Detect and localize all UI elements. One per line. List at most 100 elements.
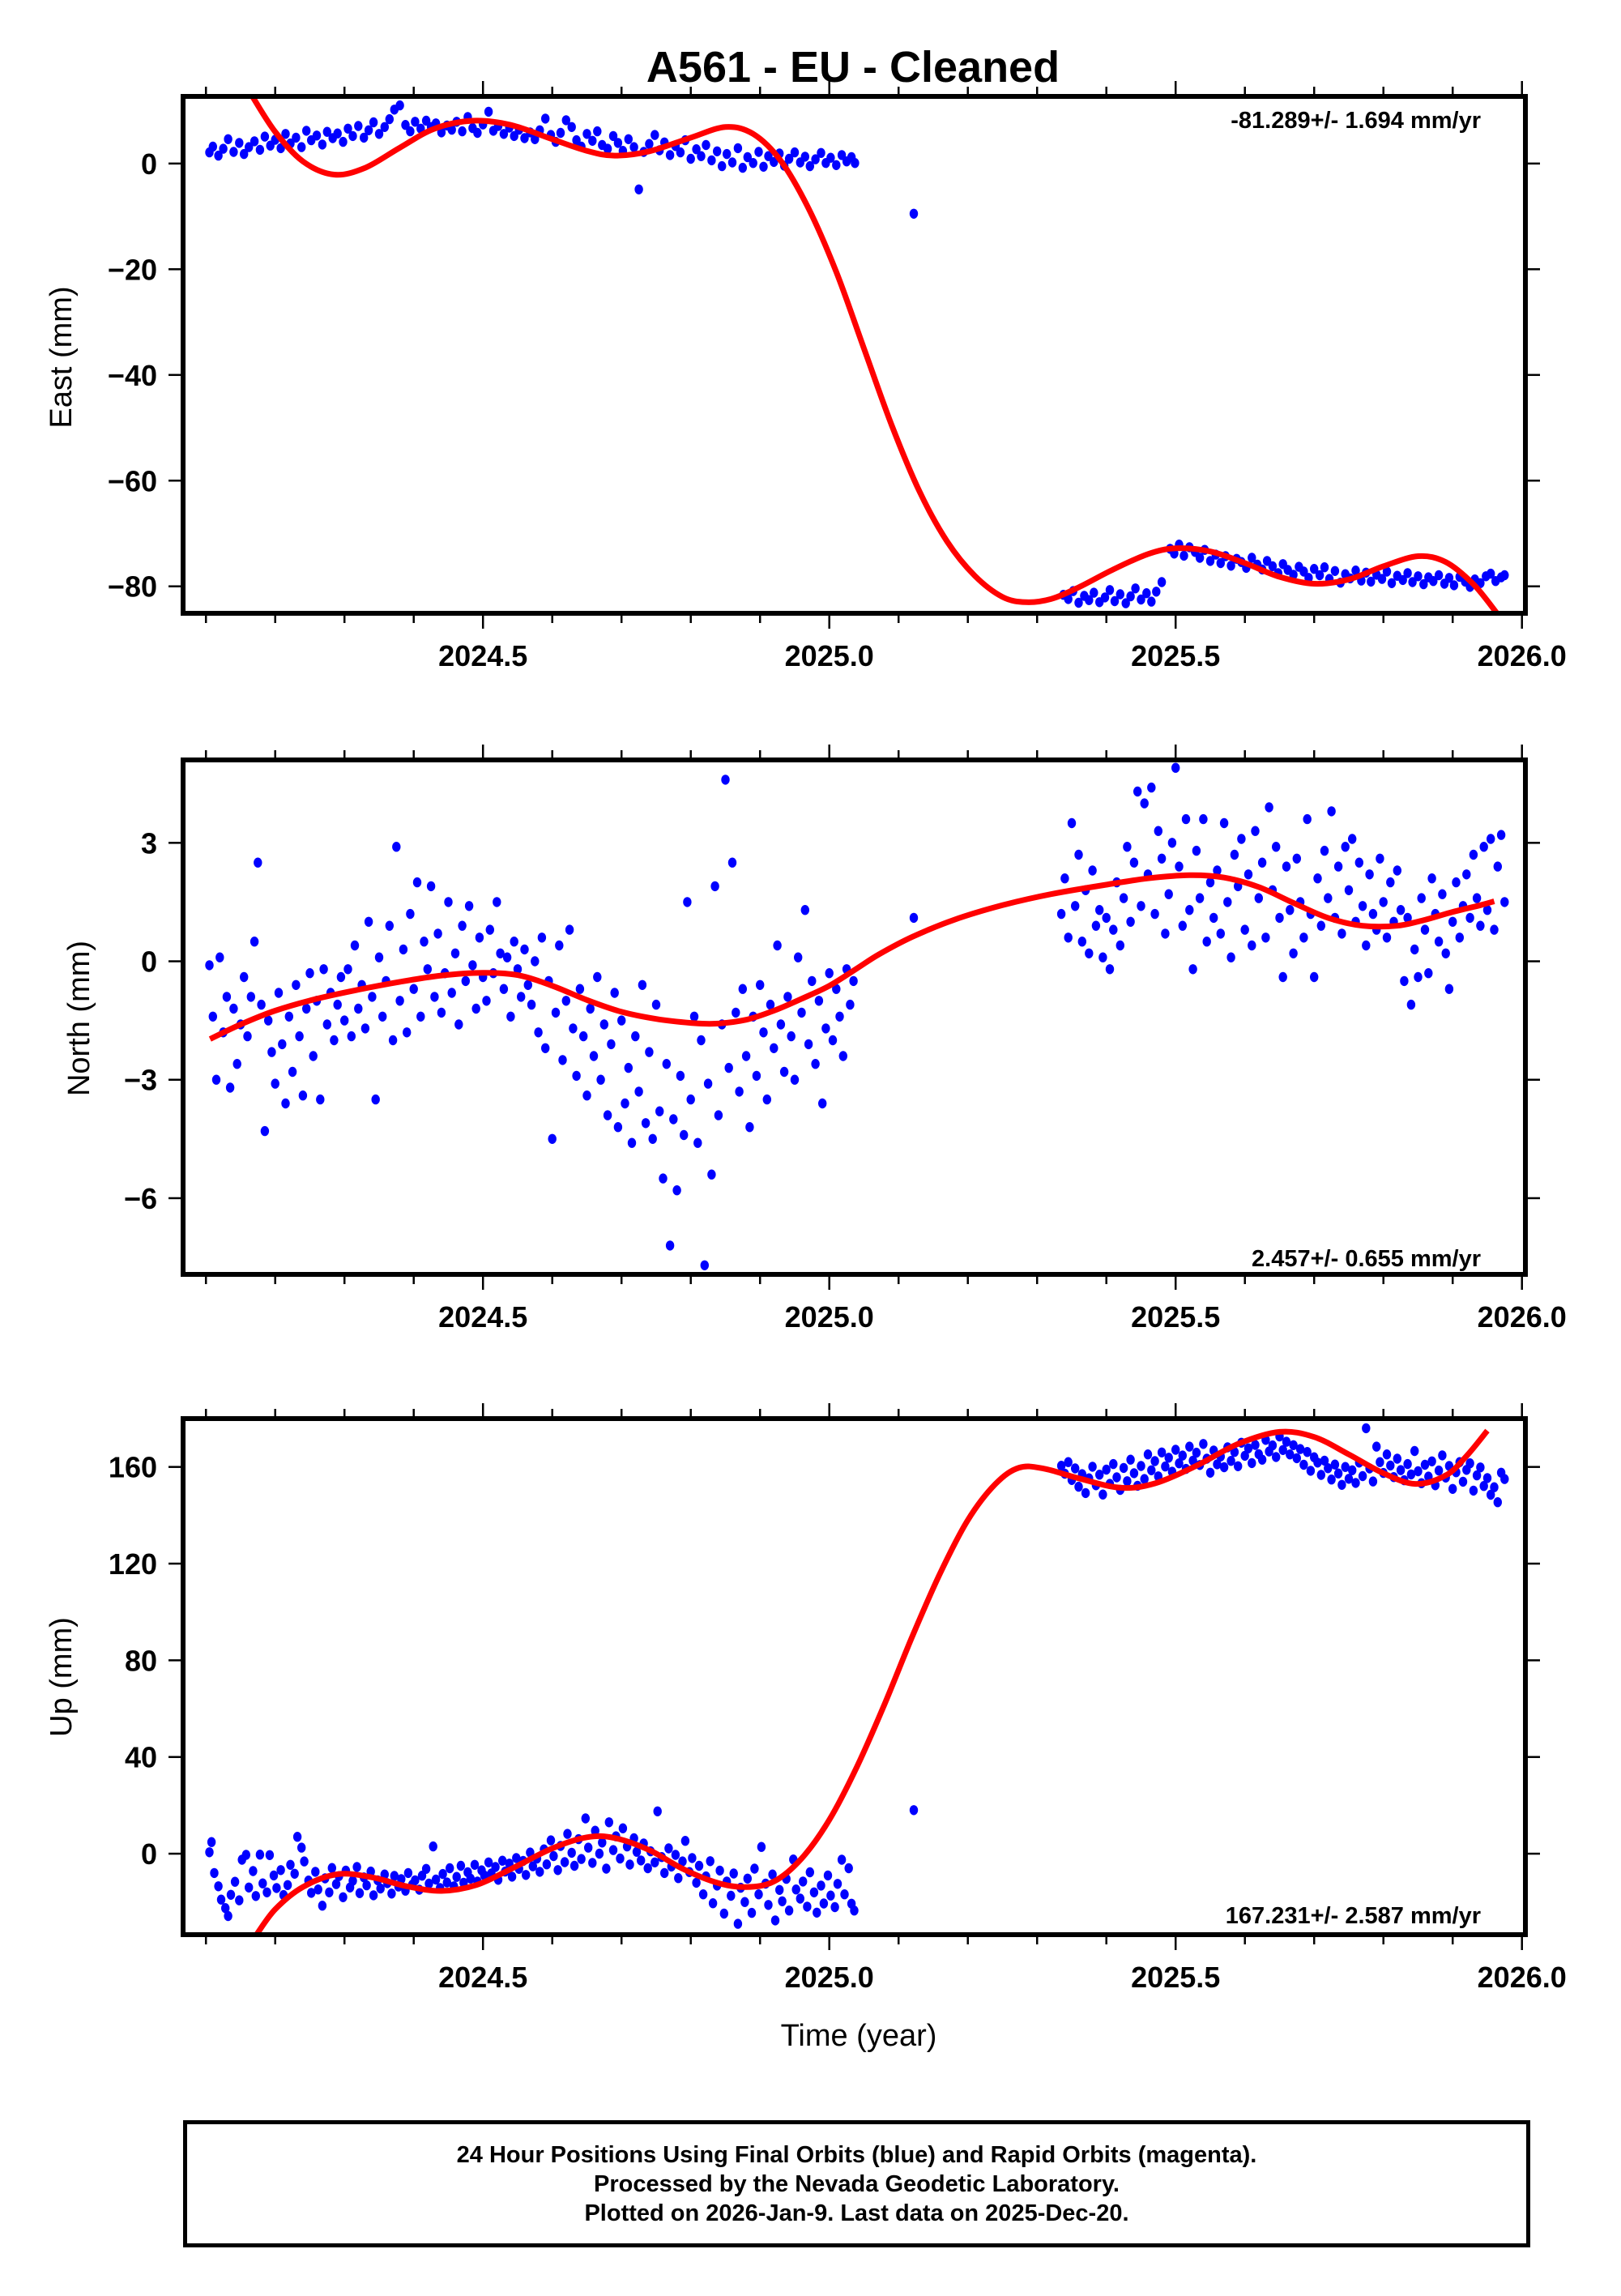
- east-data-point: [707, 155, 716, 166]
- north-data-point: [333, 999, 342, 1010]
- east-data-point: [692, 144, 701, 155]
- up-data-point: [799, 1876, 808, 1887]
- north-data-point: [1133, 786, 1142, 797]
- east-data-point: [1121, 598, 1130, 608]
- north-data-point: [423, 964, 432, 975]
- east-data-point: [374, 129, 384, 139]
- north-data-point: [672, 1185, 681, 1196]
- north-data-point: [302, 1003, 311, 1014]
- north-data-point: [779, 1066, 789, 1078]
- north-data-point: [818, 1098, 827, 1109]
- north-data-point: [1102, 912, 1111, 924]
- north-data-point: [336, 971, 346, 983]
- east-plot-area: [205, 96, 1509, 613]
- up-data-point: [1188, 1455, 1197, 1466]
- north-data-point: [561, 996, 570, 1006]
- east-data-point: [1299, 566, 1308, 577]
- north-data-point: [388, 1035, 398, 1046]
- east-data-point: [292, 132, 301, 143]
- up-data-point: [1243, 1443, 1253, 1453]
- up-data-point: [581, 1813, 590, 1824]
- up-data-point: [331, 1879, 341, 1889]
- east-data-point: [851, 158, 860, 169]
- east-data-point: [1147, 596, 1156, 607]
- east-data-point: [354, 121, 363, 131]
- north-data-point: [322, 1019, 331, 1030]
- north-data-point: [1406, 999, 1416, 1010]
- north-data-point: [493, 897, 501, 907]
- north-data-point: [1472, 893, 1482, 903]
- north-data-point: [794, 952, 803, 962]
- up-data-point: [692, 1877, 701, 1888]
- east-data-point: [811, 154, 820, 164]
- up-data-point: [1289, 1440, 1298, 1451]
- east-data-point: [318, 139, 327, 150]
- north-data-point: [555, 940, 564, 951]
- up-data-point: [1410, 1445, 1419, 1457]
- up-data-point: [1123, 1476, 1132, 1487]
- north-data-point: [638, 979, 647, 991]
- east-data-point: [401, 120, 410, 130]
- up-data-point: [1292, 1453, 1302, 1464]
- up-data-point: [1420, 1459, 1430, 1470]
- east-data-point: [832, 160, 841, 170]
- east-data-point: [686, 153, 695, 164]
- north-data-point: [1202, 937, 1211, 947]
- north-data-point: [395, 996, 404, 1006]
- north-data-point: [1205, 877, 1215, 888]
- north-data-point: [1226, 952, 1235, 962]
- up-data-point: [1396, 1465, 1406, 1475]
- east-data-point: [572, 134, 581, 146]
- north-data-point: [776, 1019, 786, 1030]
- north-data-point: [271, 1078, 279, 1089]
- up-data-point: [1286, 1449, 1295, 1460]
- north-data-point: [485, 924, 494, 935]
- east-data-point: [421, 115, 431, 126]
- up-data-point: [1333, 1468, 1343, 1479]
- east-data-point: [1090, 587, 1098, 598]
- up-data-point: [694, 1860, 704, 1871]
- up-data-point: [1164, 1453, 1173, 1463]
- east-data-point: [665, 150, 675, 160]
- up-data-point: [560, 1857, 569, 1867]
- up-data-point: [1147, 1465, 1156, 1476]
- north-data-point: [409, 984, 418, 994]
- east-data-point: [1330, 565, 1340, 576]
- up-data-point: [1157, 1447, 1167, 1458]
- up-data-point: [1313, 1457, 1322, 1468]
- up-data-point: [542, 1859, 552, 1870]
- up-data-point: [216, 1894, 226, 1905]
- north-y-tick-label: 0: [141, 945, 157, 979]
- north-data-point: [1324, 893, 1333, 903]
- north-data-point: [680, 1129, 689, 1141]
- north-data-point: [613, 1122, 623, 1133]
- east-data-point: [582, 129, 591, 139]
- up-data-point: [595, 1848, 604, 1859]
- north-data-point: [565, 924, 574, 935]
- north-data-point: [756, 979, 765, 991]
- north-data-point: [808, 975, 817, 987]
- east-data-point: [588, 135, 597, 146]
- north-data-point: [1077, 937, 1087, 947]
- east-data-point: [1419, 578, 1428, 590]
- up-data-point: [1427, 1456, 1436, 1467]
- north-data-point: [222, 992, 232, 1002]
- north-data-point: [634, 1086, 643, 1097]
- north-data-point: [1341, 842, 1350, 852]
- north-data-point: [569, 1023, 578, 1034]
- north-data-point: [447, 988, 456, 998]
- north-data-point: [433, 928, 442, 939]
- up-data-point: [251, 1891, 260, 1901]
- up-data-point: [1337, 1479, 1346, 1491]
- north-data-point: [558, 1055, 567, 1065]
- up-data-point: [1295, 1444, 1305, 1454]
- north-data-point: [246, 992, 255, 1002]
- up-data-point: [355, 1888, 365, 1898]
- north-data-point: [835, 1011, 844, 1022]
- north-data-point: [1348, 834, 1357, 844]
- north-data-point: [1333, 861, 1343, 872]
- north-data-point: [371, 1094, 380, 1105]
- north-data-point: [541, 1043, 550, 1054]
- east-frame: [181, 94, 1528, 616]
- north-data-point: [1223, 897, 1232, 907]
